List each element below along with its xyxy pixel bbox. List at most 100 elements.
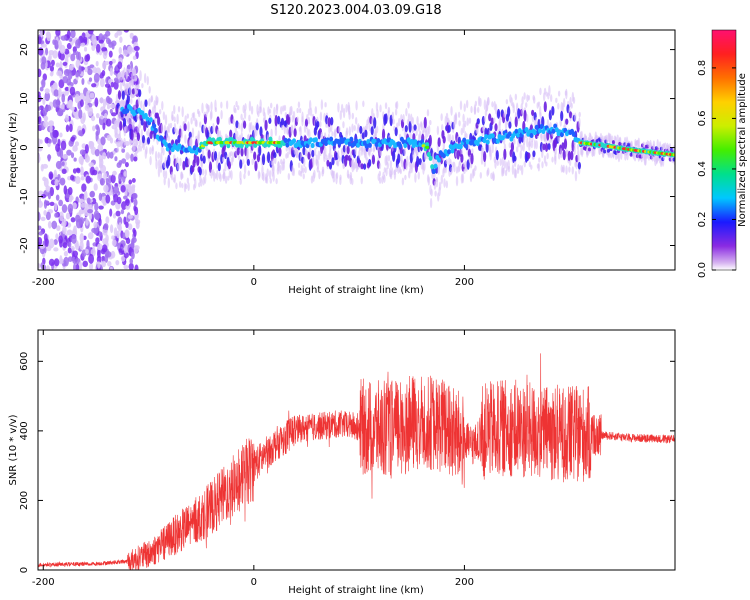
spectrogram-halo-blob (230, 170, 233, 180)
spectrogram-halo-blob (173, 122, 177, 133)
spectrogram-halo-blob (263, 111, 266, 123)
spectrogram-halo-blob (160, 151, 163, 163)
spectrogram-halo-blob (192, 111, 196, 122)
spectrogram-noise-blob (109, 224, 114, 234)
spectrogram-halo-blob (498, 121, 501, 132)
spectrogram-halo-blob (129, 84, 132, 96)
spectrogram-core-blob (534, 124, 539, 130)
spectrogram-band-blob (264, 119, 268, 131)
spectrogram-core-blob (403, 142, 408, 149)
spectrogram-noise-blob (111, 124, 117, 130)
spectrogram-noise-blob (85, 175, 91, 184)
spectrogram-noise-blob (88, 253, 95, 264)
spectrogram-noise-blob (74, 176, 81, 185)
spectrogram-halo-blob (140, 100, 143, 109)
spectrogram-noise-blob (79, 99, 84, 107)
spectrogram-halo-blob (302, 173, 305, 180)
spectrogram-band-blob (532, 150, 536, 158)
spectrogram-halo-blob (523, 160, 526, 168)
spectrogram-halo-blob (175, 128, 178, 136)
spectrogram-noise-blob (88, 77, 93, 82)
spectrogram-noise-blob (108, 50, 113, 58)
spectrogram-halo-blob (351, 178, 354, 186)
spectrogram-halo-blob (302, 157, 306, 168)
spectrogram-noise-blob (78, 198, 85, 204)
spectrogram-noise-blob (59, 177, 66, 186)
spectrogram-halo-blob (445, 158, 448, 165)
spectrogram-halo-blob (345, 103, 348, 113)
spectrogram-core-blob (436, 157, 441, 163)
spectrogram-halo-blob (266, 168, 269, 177)
spectrogram-noise-blob (119, 36, 123, 44)
spectrogram-halo-blob (557, 90, 561, 97)
spectrogram-noise-blob (47, 154, 51, 162)
spectrogram-halo-blob (243, 108, 247, 120)
spectrogram-noise-blob (45, 211, 51, 221)
spectrogram-noise-blob (81, 183, 87, 192)
spectrogram-halo-blob (415, 128, 418, 137)
spectrogram-halo-blob (608, 151, 611, 158)
spectrogram-band-blob (423, 116, 427, 129)
spectrogram-noise-blob (54, 202, 58, 211)
spectrogram-halo-blob (201, 102, 204, 114)
spectrogram-strong-blob (248, 141, 253, 145)
spectrogram-noise-blob (61, 161, 65, 167)
spectrogram-halo-blob (517, 164, 520, 170)
spectrogram-xtick-label: 200 (455, 277, 474, 288)
spectrogram-noise-blob (124, 140, 130, 146)
spectrogram-core-blob (349, 136, 354, 142)
spectrogram-noise-blob (44, 200, 50, 205)
spectrogram-halo-blob (429, 120, 432, 126)
spectrogram-noise-blob (38, 47, 44, 56)
spectrogram-noise-blob (39, 86, 44, 92)
spectrogram-noise-blob (93, 72, 100, 83)
spectrogram-halo-blob (225, 100, 229, 110)
spectrogram-halo-blob (392, 118, 395, 125)
spectrogram-halo-blob (205, 111, 208, 118)
spectrogram-band-blob (384, 113, 388, 124)
spectrogram-halo-blob (151, 106, 155, 115)
spectrogram-band-blob (373, 117, 377, 129)
spectrogram-core-blob (283, 137, 288, 143)
spectrogram-halo-blob (412, 150, 415, 160)
spectrogram-noise-blob (91, 227, 97, 233)
spectrogram-halo-blob (348, 110, 351, 120)
spectrogram-band-blob (370, 126, 374, 136)
spectrogram-noise-blob (66, 30, 71, 40)
spectrogram-noise-blob (68, 197, 73, 203)
spectrogram-halo-blob (167, 123, 171, 134)
spectrogram-band-blob (254, 160, 258, 172)
spectrogram-halo-blob (134, 83, 137, 94)
spectrogram-noise-blob (128, 262, 134, 270)
spectrogram-noise-blob (122, 49, 128, 57)
spectrogram-noise-blob (49, 124, 53, 133)
spectrogram-noise-blob (91, 34, 97, 45)
spectrogram-halo-blob (319, 120, 322, 128)
spectrogram-halo-blob (219, 173, 222, 182)
spectrogram-halo-blob (378, 162, 382, 170)
spectrogram-noise-blob (63, 250, 69, 257)
spectrogram-band-blob (456, 149, 460, 160)
spectrogram-halo-blob (391, 111, 395, 120)
spectrogram-noise-blob (116, 141, 122, 148)
spectrogram-band-blob (131, 88, 135, 95)
spectrogram-halo-blob (157, 151, 160, 160)
spectrogram-band-blob (404, 125, 408, 133)
spectrogram-halo-blob (580, 130, 583, 141)
spectrogram-halo-blob (299, 170, 303, 177)
spectrogram-halo-blob (133, 143, 136, 152)
spectrogram-noise-blob (72, 202, 77, 210)
spectrogram-halo-blob (483, 99, 487, 111)
spectrogram-noise-blob (107, 97, 113, 105)
spectrogram-noise-blob (62, 154, 68, 159)
spectrogram-halo-blob (163, 176, 166, 186)
spectrogram-halo-blob (548, 85, 551, 96)
spectrogram-noise-blob (97, 261, 101, 269)
spectrogram-noise-blob (81, 78, 85, 86)
colorbar-tick-label: 0.8 (697, 60, 708, 76)
spectrogram-frame (37, 29, 676, 271)
spectrogram-halo-blob (286, 128, 289, 135)
spectrogram-halo-blob (535, 140, 538, 150)
spectrogram-halo-blob (197, 130, 200, 141)
spectrogram-noise-blob (38, 138, 42, 144)
